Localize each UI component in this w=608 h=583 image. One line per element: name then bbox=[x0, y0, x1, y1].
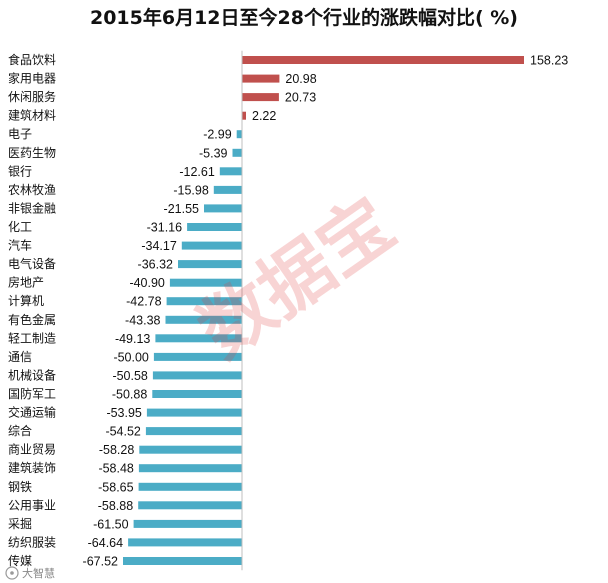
category-label: 房地产 bbox=[8, 275, 44, 290]
value-label: -34.17 bbox=[141, 239, 176, 253]
value-label: -2.99 bbox=[203, 128, 232, 142]
value-label: 20.73 bbox=[285, 91, 316, 105]
bar bbox=[219, 167, 242, 176]
category-label: 电子 bbox=[8, 127, 32, 141]
value-label: -58.48 bbox=[98, 462, 133, 476]
category-label: 商业贸易 bbox=[8, 442, 56, 457]
bar bbox=[152, 390, 242, 398]
category-label: 传媒 bbox=[8, 553, 32, 568]
value-label: -49.13 bbox=[115, 332, 150, 346]
value-label: -50.88 bbox=[112, 388, 147, 402]
category-label: 通信 bbox=[8, 350, 32, 364]
weibo-logo-icon bbox=[5, 566, 19, 580]
bar bbox=[153, 352, 242, 361]
chart-title: 2015年6月12日至今28个行业的涨跌幅对比( %) bbox=[90, 6, 518, 29]
value-label: -61.50 bbox=[93, 517, 128, 531]
category-label: 机械设备 bbox=[8, 367, 56, 382]
bar bbox=[128, 538, 242, 547]
value-label: -50.58 bbox=[112, 369, 147, 383]
bar bbox=[139, 445, 242, 454]
value-label: -67.52 bbox=[83, 555, 118, 569]
category-label: 计算机 bbox=[8, 293, 44, 308]
bar bbox=[165, 315, 242, 324]
bar bbox=[232, 148, 242, 157]
value-label: 20.98 bbox=[285, 72, 316, 86]
source-text: 大智慧 bbox=[22, 566, 55, 580]
bar bbox=[242, 74, 280, 83]
category-label: 非银金融 bbox=[8, 200, 56, 215]
category-label: 农林牧渔 bbox=[8, 183, 56, 197]
bar bbox=[242, 111, 246, 120]
value-label: -53.95 bbox=[106, 406, 141, 420]
bar bbox=[152, 371, 242, 380]
bar bbox=[155, 334, 242, 343]
value-label: -58.28 bbox=[99, 443, 134, 457]
bar bbox=[146, 408, 242, 417]
category-label: 采掘 bbox=[8, 516, 32, 531]
value-label: -58.65 bbox=[98, 480, 133, 494]
bar bbox=[178, 260, 242, 269]
category-label: 有色金属 bbox=[8, 312, 56, 327]
bar bbox=[169, 278, 242, 287]
category-label: 国防军工 bbox=[8, 386, 56, 401]
value-label: -43.38 bbox=[125, 313, 160, 327]
category-label: 银行 bbox=[8, 164, 32, 178]
category-label: 交通运输 bbox=[8, 405, 56, 420]
category-label: 化工 bbox=[8, 220, 32, 234]
category-label: 汽车 bbox=[8, 238, 32, 253]
value-label: -50.00 bbox=[113, 350, 148, 364]
value-label: -12.61 bbox=[179, 165, 214, 179]
bar bbox=[187, 223, 242, 231]
category-label: 钢铁 bbox=[8, 480, 32, 494]
category-label: 综合 bbox=[8, 423, 32, 438]
bar bbox=[236, 130, 242, 139]
source-mark: 大智慧 bbox=[5, 566, 55, 580]
value-label: -40.90 bbox=[129, 276, 164, 290]
value-label: -31.16 bbox=[147, 221, 182, 235]
category-label: 电气设备 bbox=[8, 256, 56, 271]
value-label: 2.22 bbox=[252, 109, 276, 123]
bar bbox=[145, 427, 242, 436]
category-label: 建筑装饰 bbox=[8, 460, 56, 475]
bar bbox=[123, 557, 242, 565]
bar bbox=[213, 185, 242, 194]
value-labels: 158.23 20.98 20.73 2.22 -2.99 -5.39 -12.61 -15.… bbox=[83, 54, 569, 569]
value-label: 158.23 bbox=[530, 54, 568, 68]
category-label: 纺织服装 bbox=[8, 535, 56, 549]
bar bbox=[138, 482, 242, 491]
category-label: 休闲服务 bbox=[8, 89, 56, 104]
bar bbox=[166, 297, 242, 306]
value-label: -58.88 bbox=[98, 499, 133, 513]
bar bbox=[242, 93, 279, 102]
value-label: -5.39 bbox=[199, 146, 228, 160]
category-label: 家用电器 bbox=[8, 71, 56, 86]
category-label: 医药生物 bbox=[8, 146, 56, 160]
value-label: -36.32 bbox=[138, 258, 173, 272]
value-label: -54.52 bbox=[105, 425, 140, 439]
category-labels: 食品饮料家用电器休闲服务建筑材料电子医药生物银行农林牧渔非银金融化工汽车电气设备… bbox=[8, 52, 56, 568]
bar bbox=[138, 464, 242, 473]
bar bbox=[181, 241, 242, 250]
value-label: -42.78 bbox=[126, 295, 161, 309]
category-label: 公用事业 bbox=[8, 498, 56, 512]
category-label: 食品饮料 bbox=[8, 52, 56, 67]
bar bbox=[204, 204, 242, 213]
value-label: -15.98 bbox=[173, 183, 208, 197]
bar bbox=[242, 56, 524, 64]
value-label: -21.55 bbox=[164, 202, 199, 216]
category-label: 轻工制造 bbox=[8, 331, 56, 345]
category-label: 建筑材料 bbox=[8, 108, 56, 123]
value-label: -64.64 bbox=[88, 536, 123, 550]
bar bbox=[138, 501, 242, 510]
bars-group bbox=[123, 56, 524, 565]
bar bbox=[133, 519, 242, 528]
